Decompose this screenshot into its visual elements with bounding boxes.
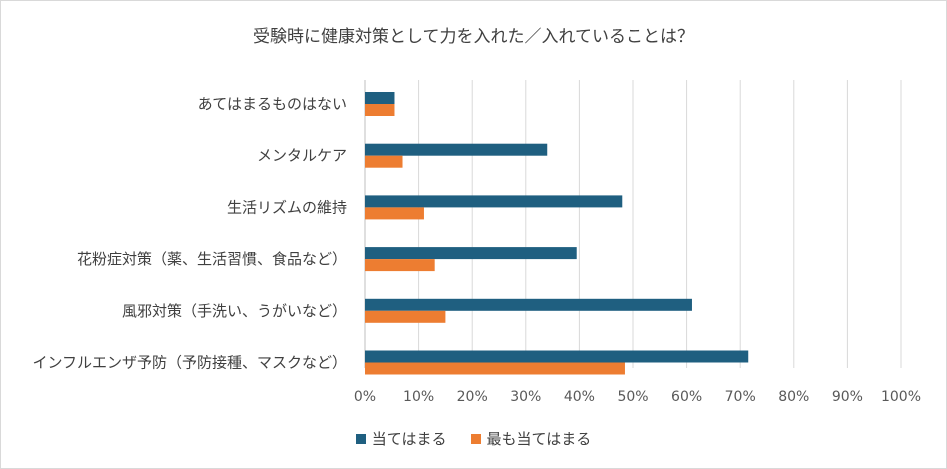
bar-applies bbox=[365, 247, 577, 260]
bar-most-applies bbox=[365, 259, 435, 272]
x-tick-label: 40% bbox=[564, 389, 595, 405]
legend-swatch bbox=[355, 433, 366, 444]
bar-applies bbox=[365, 143, 548, 156]
legend-label: 当てはまる bbox=[371, 430, 447, 448]
category-label: 生活リズムの維持 bbox=[227, 198, 347, 216]
legend: 当てはまる 最も当てはまる bbox=[0, 428, 947, 449]
category-label: 花粉症対策（薬、生活習慣、食品など） bbox=[77, 250, 347, 268]
bar-most-applies bbox=[365, 104, 395, 116]
bar-applies bbox=[365, 195, 623, 208]
x-tick-label: 80% bbox=[778, 389, 809, 405]
x-tick-label: 10% bbox=[403, 389, 434, 405]
category-label: 風邪対策（手洗い、うがいなど） bbox=[122, 302, 347, 320]
chart-title: 受験時に健康対策として力を入れた／入れていることは？ bbox=[253, 27, 694, 47]
x-tick-label: 20% bbox=[457, 389, 488, 405]
bar-most-applies bbox=[365, 310, 446, 323]
bar-most-applies bbox=[365, 207, 424, 220]
x-tick-label: 70% bbox=[725, 389, 756, 405]
legend-item-series-1: 当てはまる bbox=[355, 428, 447, 449]
x-tick-label: 100% bbox=[881, 389, 921, 405]
bar-most-applies bbox=[365, 155, 403, 168]
category-label: あてはまるものはない bbox=[198, 95, 347, 113]
x-tick-label: 60% bbox=[671, 389, 702, 405]
category-label: インフルエンザ予防（予防接種、マスクなど） bbox=[32, 354, 347, 372]
x-tick-label: 50% bbox=[617, 389, 648, 405]
x-tick-label: 30% bbox=[510, 389, 541, 405]
x-tick-label: 90% bbox=[832, 389, 863, 405]
bar-most-applies bbox=[365, 362, 625, 375]
bar-applies bbox=[365, 92, 395, 104]
legend-item-series-2: 最も当てはまる bbox=[470, 428, 592, 449]
bar-applies bbox=[365, 298, 692, 311]
x-tick-label: 0% bbox=[354, 389, 376, 405]
category-label: メンタルケア bbox=[257, 147, 347, 165]
bar-applies bbox=[365, 350, 749, 363]
legend-swatch bbox=[470, 433, 481, 444]
legend-label: 最も当てはまる bbox=[486, 430, 592, 448]
